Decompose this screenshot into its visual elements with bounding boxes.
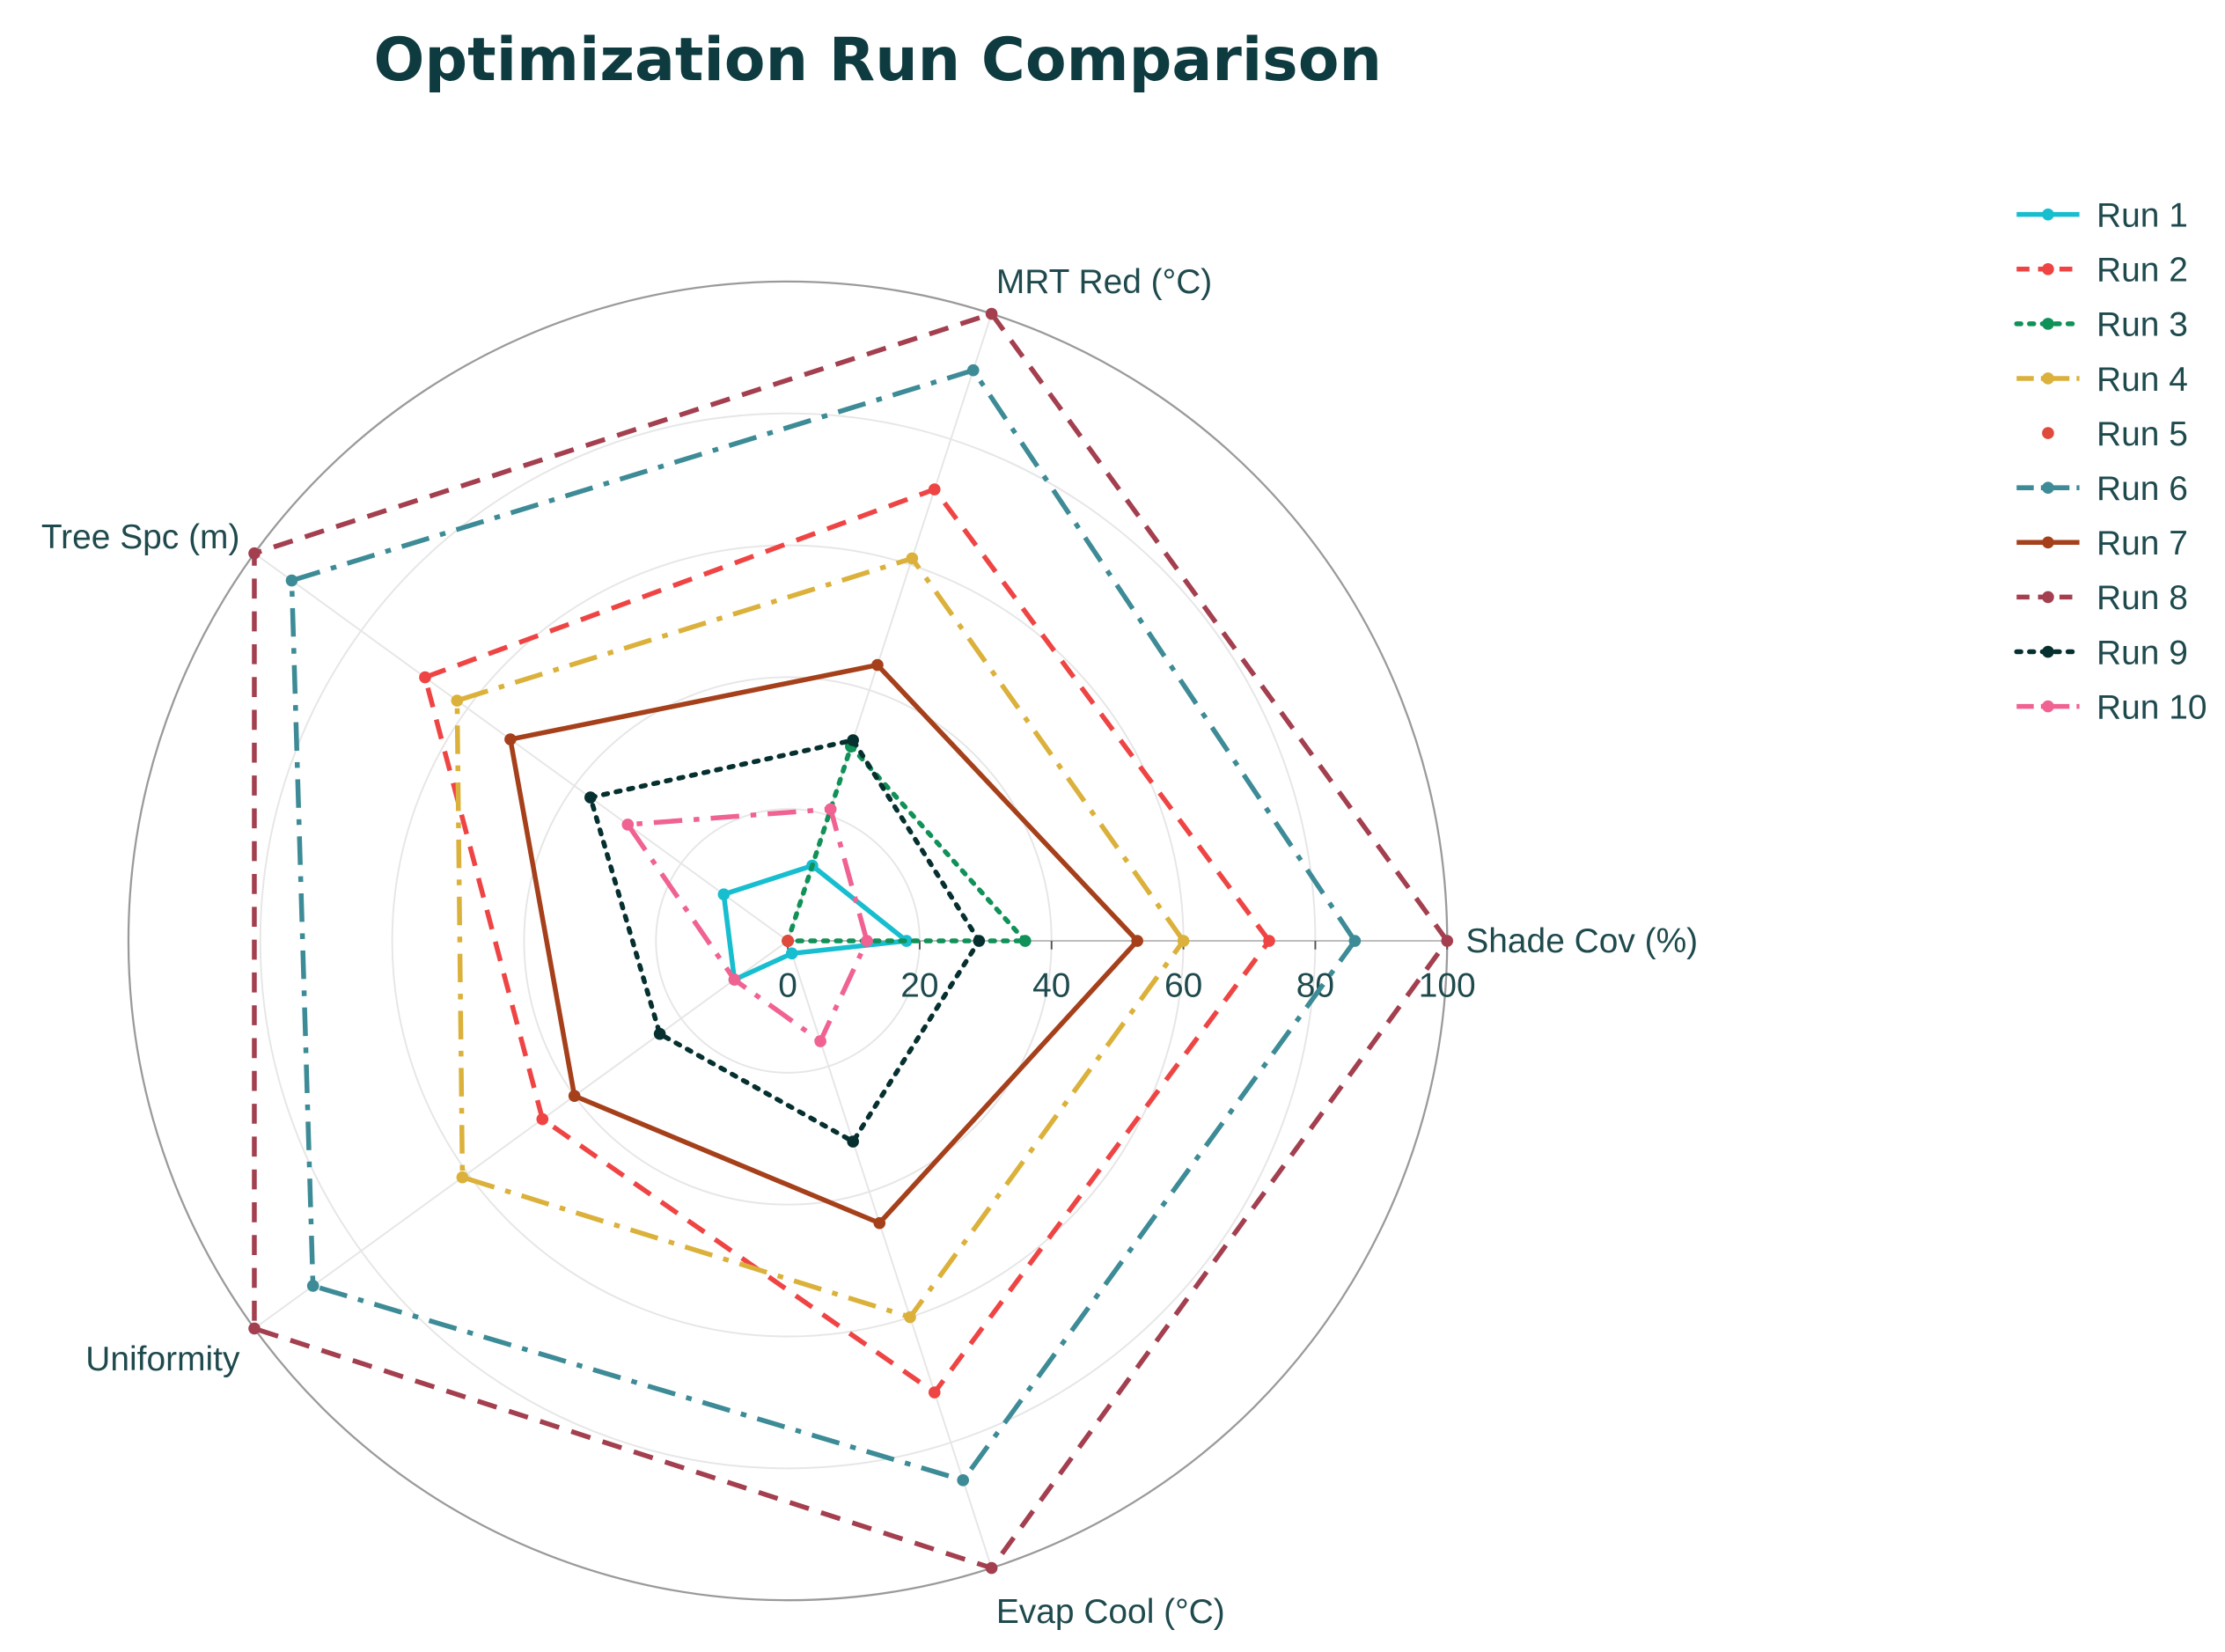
legend-marker-8 <box>2042 591 2054 604</box>
legend-marker-10 <box>2042 700 2054 713</box>
series-10-point-2 <box>621 819 635 831</box>
legend-marker-6 <box>2042 481 2054 495</box>
series-10-point-4 <box>814 1035 826 1047</box>
legend-marker-9 <box>2042 645 2054 658</box>
series-6-point-0 <box>1348 935 1362 947</box>
series-2-point-2 <box>419 671 431 684</box>
series-line-2 <box>422 487 1272 1395</box>
series-8-point-1 <box>985 307 998 320</box>
series-7-point-1 <box>871 658 884 672</box>
axis-labels: Shade Cov (%) MRT Red (°C) Tree Spc (m) Uni… <box>41 263 1698 1631</box>
series-6-point-1 <box>966 363 980 377</box>
spoke-4 <box>787 940 993 1568</box>
spoke-3 <box>253 940 789 1330</box>
series-line-6 <box>289 367 1358 1483</box>
legend-marker-5 <box>2042 427 2054 439</box>
legend-label-8: Run 8 <box>2096 579 2188 617</box>
legend-label-3: Run 3 <box>2096 306 2188 344</box>
legend-label-2: Run 2 <box>2096 252 2188 290</box>
series-8-point-0 <box>1441 935 1454 947</box>
series-9-point-0 <box>973 935 986 947</box>
series-7-point-0 <box>1131 935 1143 947</box>
legend-label-6: Run 6 <box>2096 470 2188 508</box>
series-8-point-2 <box>248 547 261 560</box>
legend-label-1: Run 1 <box>2096 196 2188 234</box>
series-6-point-4 <box>957 1473 969 1487</box>
series-9-point-4 <box>847 1135 859 1148</box>
series-6-point-3 <box>306 1280 319 1292</box>
radial-tick-label-100: 100 <box>1419 966 1476 1004</box>
series-10-point-1 <box>824 803 837 816</box>
series-7-point-4 <box>873 1216 886 1230</box>
axis-label-4: Evap Cool (°C) <box>996 1593 1225 1631</box>
polar-grid: 0 20 40 60 80 100 <box>127 280 1476 1602</box>
radial-tick-label-60: 60 <box>1164 966 1202 1004</box>
axis-label-3: Uniformity <box>85 1340 240 1378</box>
legend-marker-1 <box>2042 208 2054 221</box>
series-layer <box>248 307 1454 1575</box>
legend-marker-3 <box>2042 318 2054 330</box>
series-2-point-4 <box>928 1386 941 1399</box>
legend: Run 1 Run 2 Run 3 Run 4 Run 5 Run 6 Run 7 Run 8… <box>2014 196 2207 726</box>
legend-label-9: Run 9 <box>2096 634 2188 672</box>
axis-label-0: Shade Cov (%) <box>1465 922 1698 960</box>
radial-tick-label-20: 20 <box>900 966 938 1004</box>
series-line-1 <box>721 863 909 982</box>
series-9-point-2 <box>584 791 597 804</box>
radial-tick-label-0: 0 <box>778 966 797 1004</box>
series-4-point-3 <box>456 1171 469 1184</box>
series-line-10 <box>625 806 870 1044</box>
axis-label-1: MRT Red (°C) <box>996 263 1212 301</box>
series-2-point-3 <box>536 1112 549 1126</box>
series-7-point-2 <box>504 733 517 745</box>
series-line-7 <box>508 662 1140 1226</box>
series-5-point-4 <box>782 935 794 947</box>
series-line-8 <box>252 311 1450 1571</box>
radial-tick-label-40: 40 <box>1032 966 1070 1004</box>
series-1-point-2 <box>717 888 731 901</box>
chart-title: Optimization Run Comparison <box>374 26 1382 95</box>
series-line-4 <box>454 555 1186 1320</box>
series-9-point-1 <box>847 734 859 746</box>
series-6-point-2 <box>285 574 298 587</box>
series-4-point-1 <box>906 552 919 565</box>
series-line-3 <box>785 744 1028 943</box>
series-10-point-0 <box>861 935 873 947</box>
legend-marker-4 <box>2042 372 2054 385</box>
legend-label-5: Run 5 <box>2096 415 2188 453</box>
series-1-point-4 <box>785 947 798 960</box>
series-4-point-0 <box>1177 935 1190 947</box>
series-9-point-3 <box>653 1027 666 1040</box>
series-4-point-2 <box>451 694 464 707</box>
series-3-point-0 <box>1018 935 1032 947</box>
series-2-point-1 <box>928 483 941 496</box>
series-2-point-0 <box>1263 935 1275 947</box>
legend-marker-2 <box>2042 262 2054 275</box>
series-10-point-3 <box>728 973 741 986</box>
legend-label-7: Run 7 <box>2096 525 2188 562</box>
series-7-point-3 <box>568 1090 581 1102</box>
legend-marker-7 <box>2042 536 2054 549</box>
legend-label-4: Run 4 <box>2096 361 2188 399</box>
series-8-point-4 <box>985 1561 998 1575</box>
series-line-9 <box>588 738 982 1144</box>
legend-label-10: Run 10 <box>2096 688 2207 726</box>
axis-label-2: Tree Spc (m) <box>41 518 240 556</box>
spoke-2 <box>253 552 789 942</box>
spoke-1 <box>787 313 993 942</box>
series-8-point-3 <box>248 1322 261 1335</box>
series-4-point-4 <box>904 1311 916 1324</box>
